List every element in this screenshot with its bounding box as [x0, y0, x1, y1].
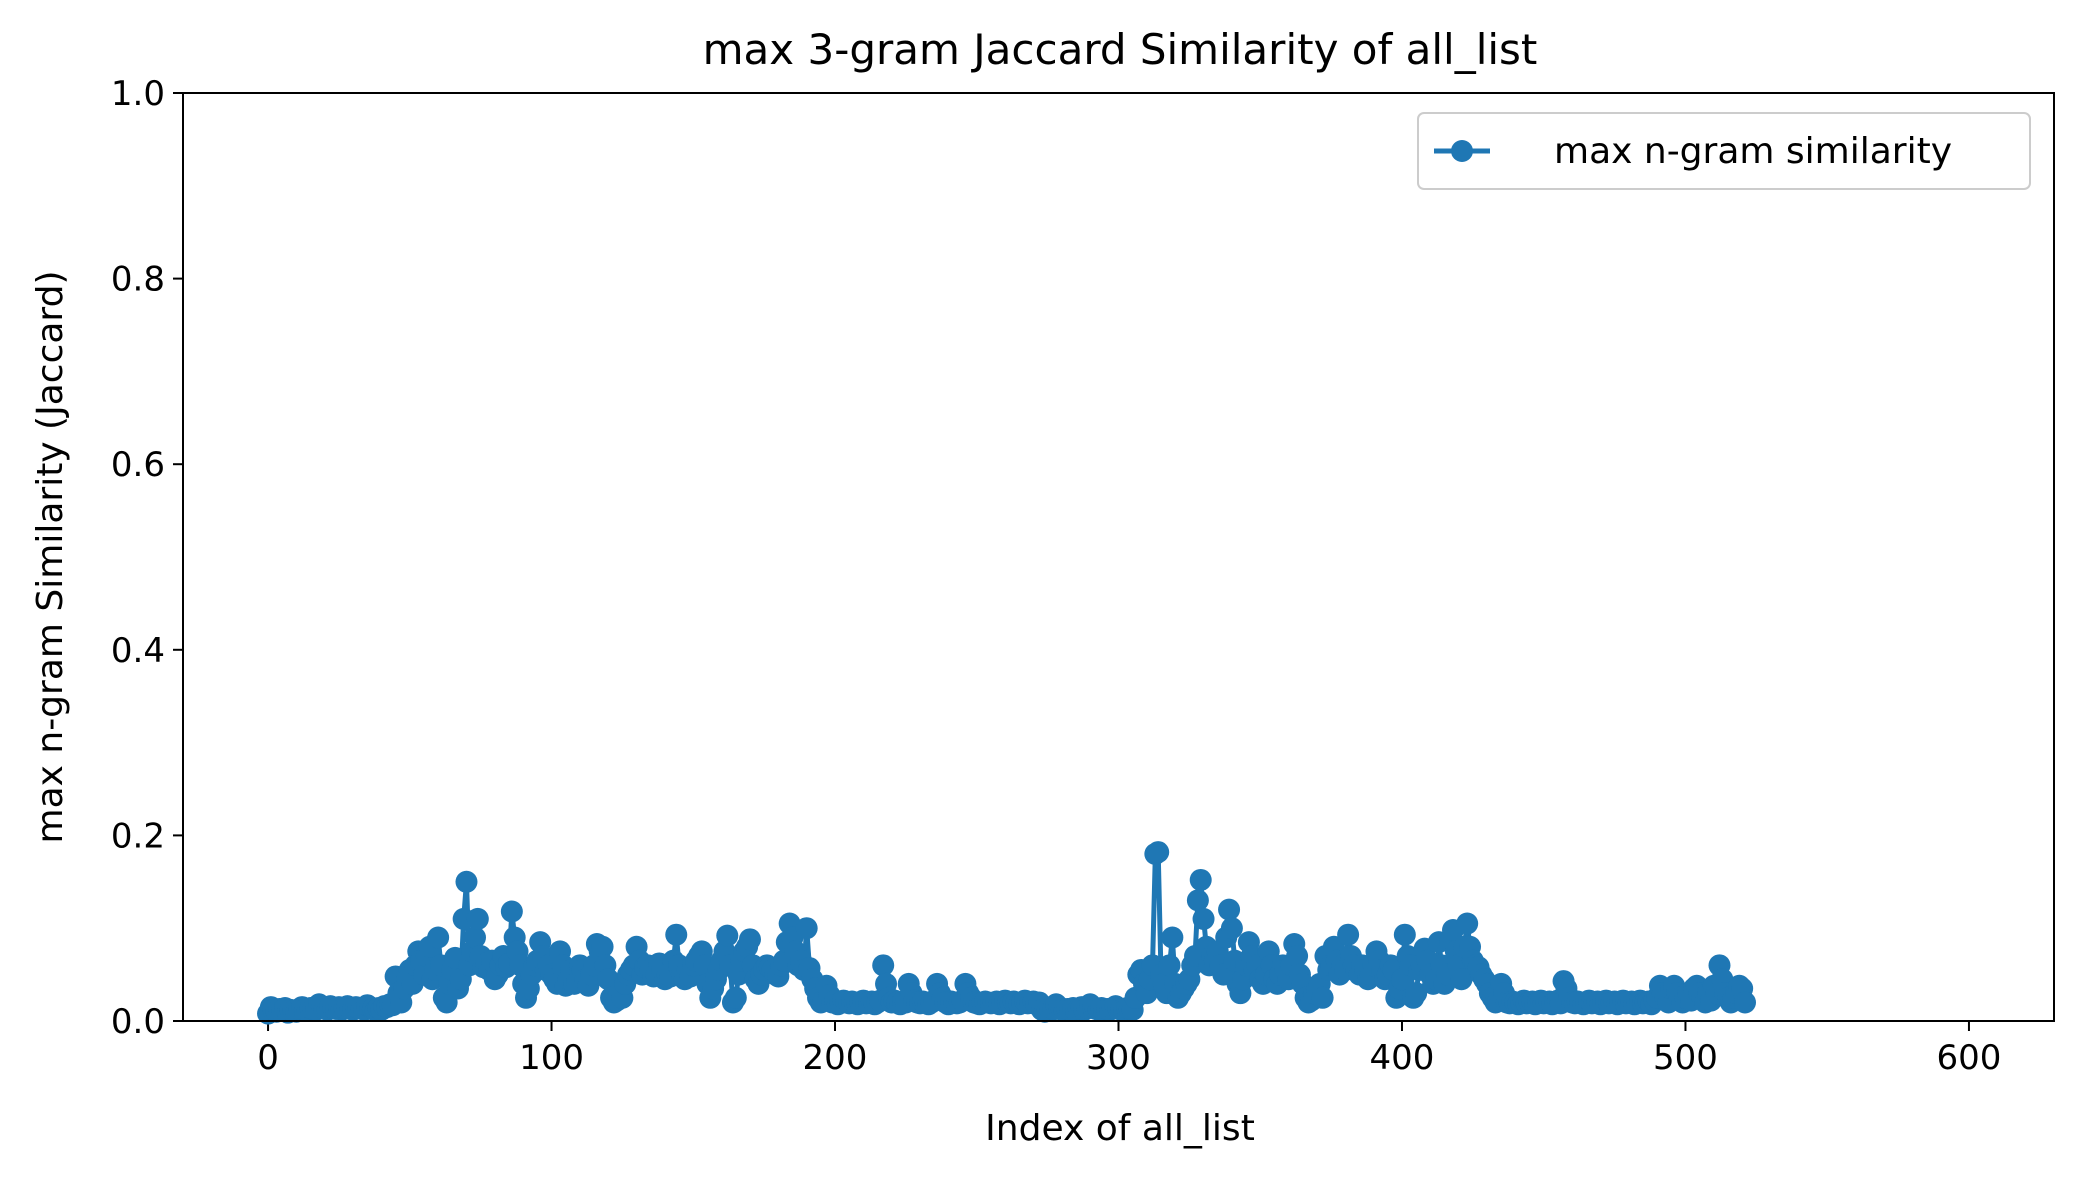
data-point — [1456, 912, 1479, 935]
legend-box — [1417, 112, 2031, 190]
y-tick-label: 0.2 — [111, 816, 165, 856]
data-point — [1337, 923, 1360, 946]
y-tick-label: 0.8 — [111, 260, 165, 300]
data-point — [1220, 917, 1243, 940]
x-tick-label: 100 — [519, 1038, 584, 1078]
plot-frame — [182, 92, 2055, 1022]
data-point — [1189, 868, 1212, 891]
data-point — [1192, 907, 1215, 930]
data-point — [1218, 898, 1241, 921]
data-point — [500, 900, 523, 923]
data-point — [724, 986, 747, 1009]
data-point — [427, 926, 450, 949]
data-point — [1450, 968, 1473, 991]
data-point — [1161, 926, 1184, 949]
data-point — [1393, 923, 1416, 946]
data-point — [1147, 841, 1170, 864]
x-axis-ticks: 0 100 200 300 400 500 600 — [257, 1021, 2001, 1078]
chart-title: max 3-gram Jaccard Similarity of all_lis… — [703, 25, 1538, 74]
legend-marker-swatch — [1451, 140, 1473, 162]
data-point — [1186, 889, 1209, 912]
data-point — [795, 917, 818, 940]
y-tick-label: 0.0 — [111, 1002, 165, 1042]
x-tick-label: 400 — [1370, 1038, 1435, 1078]
data-point — [1734, 991, 1756, 1014]
y-tick-label: 0.6 — [111, 445, 165, 485]
data-point — [455, 870, 478, 893]
data-point — [716, 924, 739, 947]
y-tick-label: 1.0 — [111, 74, 165, 114]
data-point — [872, 954, 895, 977]
y-tick-label: 0.4 — [111, 631, 165, 671]
data-point — [1311, 986, 1334, 1009]
x-tick-label: 600 — [1937, 1038, 2002, 1078]
data-point — [738, 928, 761, 951]
data-point — [1405, 982, 1428, 1005]
x-tick-label: 500 — [1653, 1038, 1718, 1078]
x-axis-label: Index of all_list — [985, 1108, 1255, 1149]
x-tick-label: 0 — [257, 1038, 279, 1078]
plot-series — [257, 841, 1756, 1025]
y-axis-ticks: 0.0 0.2 0.4 0.6 0.8 1.0 — [111, 74, 183, 1042]
data-point — [466, 907, 489, 930]
legend-label: max n-gram similarity — [1554, 131, 1952, 172]
data-point — [665, 923, 688, 946]
data-point — [1158, 954, 1181, 977]
legend: max n-gram similarity — [1417, 112, 2031, 190]
y-axis-label: max n-gram Similarity (Jaccard) — [30, 271, 71, 844]
x-tick-label: 300 — [1086, 1038, 1151, 1078]
data-point — [1286, 945, 1309, 968]
data-point — [591, 935, 614, 958]
x-tick-label: 200 — [803, 1038, 868, 1078]
data-point — [463, 926, 486, 949]
